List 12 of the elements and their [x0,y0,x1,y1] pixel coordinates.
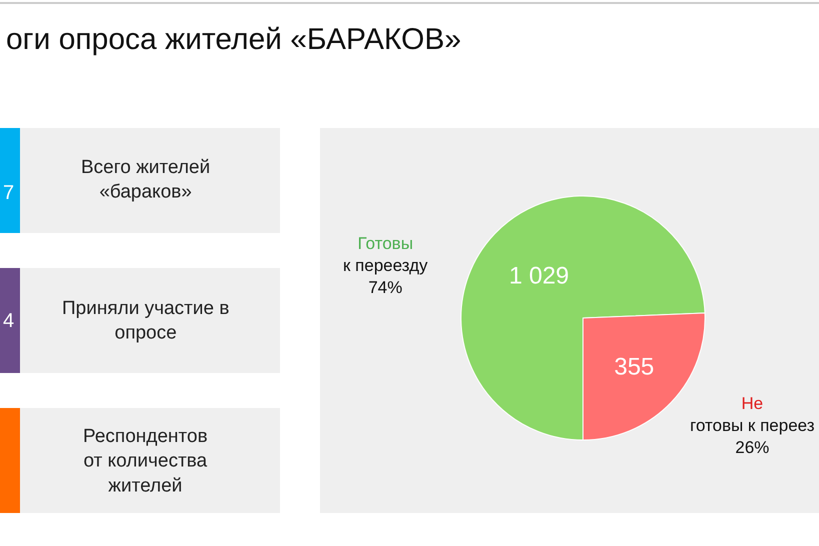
text: 26% [735,438,770,458]
category-label: Респондентов от количества жителей [83,426,208,496]
data-label: 1 029 [508,262,570,290]
slice-label: Готовы к переезду [343,234,428,276]
data-label: 355 [614,354,654,381]
text: 74% [368,278,402,298]
category-label: Всего жителей «бараков» [81,157,210,203]
text: оги опроса жителей «БАРАКОВ» [6,23,462,56]
text: 7 [3,182,14,204]
slice-label: Не готовы к переез [690,394,815,436]
text: 4 [3,310,14,332]
category-label: Приняли участие в опросе [62,298,230,344]
